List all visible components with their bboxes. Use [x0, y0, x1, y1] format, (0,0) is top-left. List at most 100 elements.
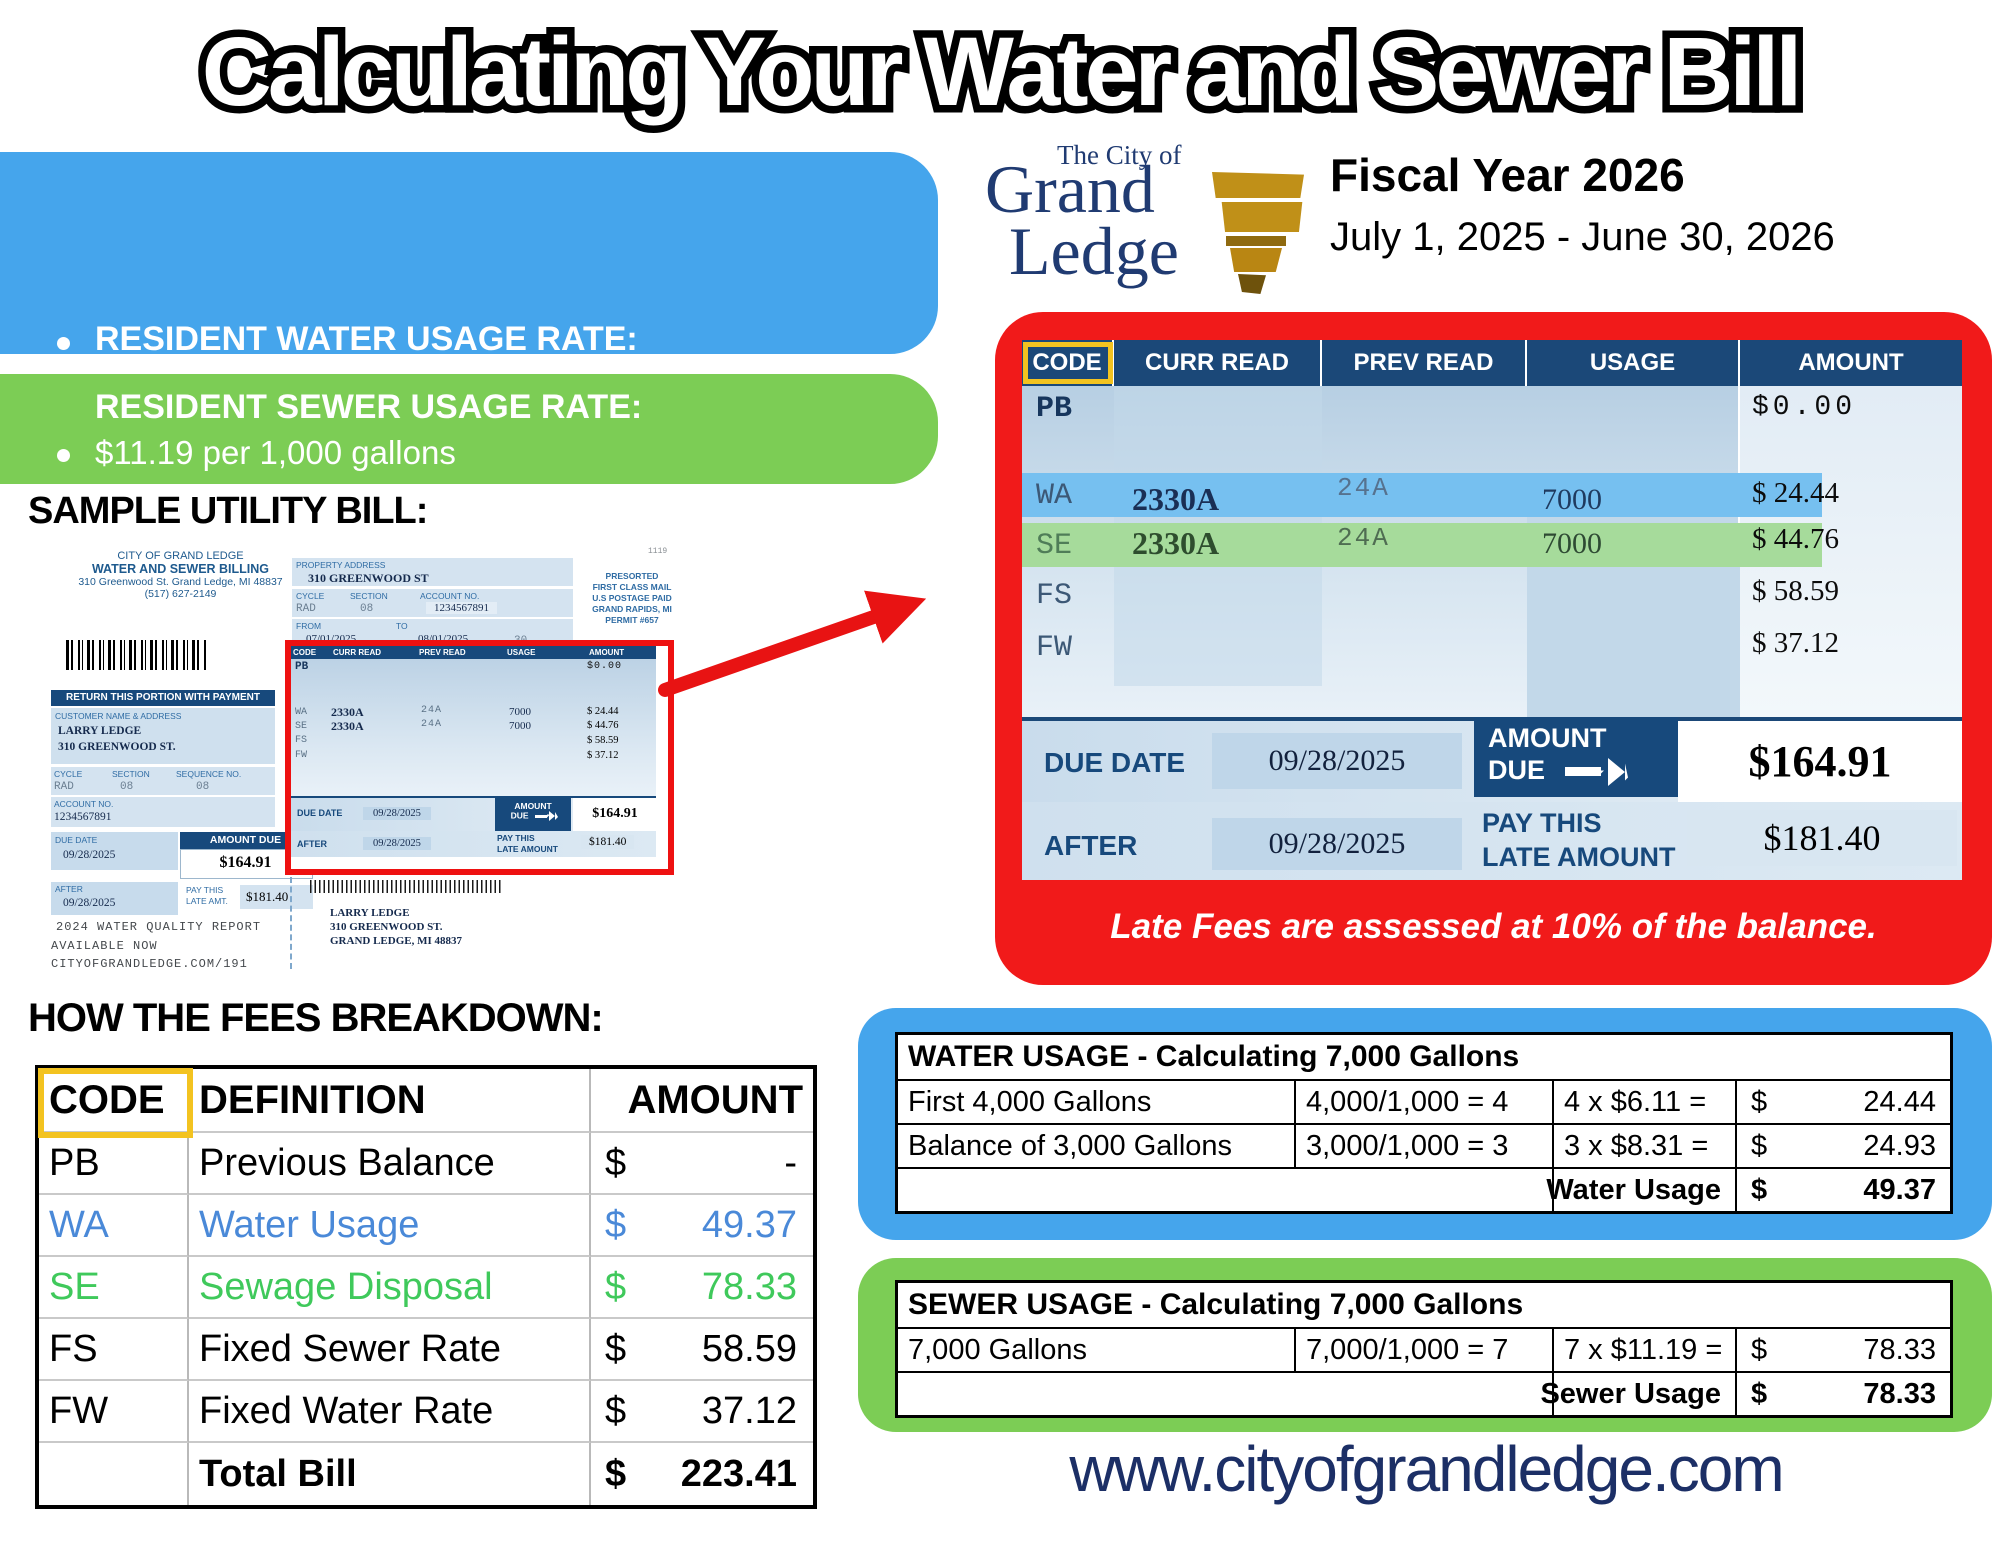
currency-symbol: $	[605, 1452, 627, 1495]
sewer-total-label: Sewer Usage	[1540, 1371, 1737, 1415]
arrow-right-icon	[534, 814, 547, 818]
fees-se-definition: Sewage Disposal	[189, 1257, 591, 1319]
mini-se-code: SE	[295, 721, 308, 732]
bill-cycle-band	[51, 767, 275, 795]
presorted-line: FIRST CLASS MAIL	[592, 582, 672, 592]
sewer-rate-panel: RESIDENT SEWER USAGE RATE: $11.19 per 1,…	[0, 374, 938, 792]
bill-org-address: 310 Greenwood St. Grand Ledge, MI 48837	[78, 576, 283, 588]
sewer-row1-amount: $78.33	[1737, 1327, 1950, 1371]
sewer-row1-multiply: 7 x $11.19 =	[1554, 1327, 1737, 1371]
fees-fw-definition: Fixed Water Rate	[189, 1381, 591, 1443]
fees-fw-code: FW	[39, 1381, 189, 1443]
bill-late-box	[240, 885, 313, 909]
bill-sequence-label: SEQUENCE NO.	[176, 769, 242, 779]
mini-wa-prev: 24A	[421, 705, 443, 716]
fees-wa-definition: Water Usage	[189, 1195, 591, 1257]
bill-late-amount: $181.40	[246, 889, 289, 904]
bullet-icon	[57, 449, 70, 462]
water-row2-amount: $24.93	[1737, 1123, 1950, 1167]
bill-notice-2: AVAILABLE NOW	[51, 939, 158, 953]
bill-account-value: 1234567891	[54, 811, 112, 823]
zoom-row-wa: WA 2330A 24A 7000 $ 24.44	[1022, 473, 1962, 517]
amount-value: 78.33	[1863, 1377, 1936, 1410]
zoom-wa-curr: 2330A	[1132, 481, 1220, 517]
mini-wa-curr: 2330A	[331, 705, 364, 719]
bill-customer-addr: 310 GREENWOOD ST.	[58, 741, 176, 753]
water-calc-title: WATER USAGE - Calculating 7,000 Gallons	[908, 1040, 1520, 1073]
zoom-row-fs: FS $ 58.59	[1022, 571, 1962, 615]
fiscal-year-title: Fiscal Year 2026	[1330, 149, 1685, 201]
sample-bill-heading: SAMPLE UTILITY BILL:	[28, 490, 428, 532]
water-row1-amount: $24.44	[1737, 1079, 1950, 1123]
zoom-row-se: SE 2330A 24A 7000 $ 44.76	[1022, 523, 1962, 567]
fees-table: CODE DEFINITION AMOUNT PB Previous Balan…	[35, 1065, 817, 1509]
bill-mail-barcode	[310, 880, 502, 893]
zoom-after-row: AFTER 09/28/2025 PAY THIS LATE AMOUNT $1…	[1022, 802, 1962, 880]
mini-header-amount: AMOUNT	[589, 648, 625, 657]
bill-section2-value: 08	[360, 603, 374, 615]
mini-due-row: DUE DATE 09/28/2025 AMOUNT DUE $164.91	[291, 798, 656, 831]
mini-due-divider	[291, 796, 656, 798]
zoom-amountdue-value: $164.91	[1678, 721, 1962, 802]
fees-se-amount: $78.33	[591, 1257, 813, 1319]
arrow-right-icon	[1608, 757, 1626, 786]
amountdue-line1: AMOUNT	[1488, 723, 1607, 753]
zoom-se-usage: 7000	[1542, 527, 1602, 560]
amount-value: 49.37	[701, 1203, 797, 1246]
fees-se-code: SE	[39, 1257, 189, 1319]
zoom-late-label-1: PAY THIS	[1482, 808, 1602, 838]
fees-pb-amount: $ -	[591, 1133, 813, 1195]
water-total-label: Water Usage	[1546, 1167, 1737, 1211]
zoom-after-label: AFTER	[1044, 830, 1138, 861]
amount-value: 37.12	[701, 1389, 797, 1432]
zoom-se-code: SE	[1036, 529, 1073, 563]
bill-section-label: SECTION	[112, 769, 150, 779]
fees-total-label: Total Bill	[189, 1443, 591, 1505]
zoom-late-label-2: LATE AMOUNT	[1482, 842, 1676, 872]
bill-after-date: 09/28/2025	[63, 897, 116, 909]
bill-customer-name: LARRY LEDGE	[58, 725, 142, 737]
logo-the-city-of: The City of	[1057, 140, 1182, 170]
bill-cycle2-label: CYCLE	[296, 591, 325, 601]
currency-symbol: $	[605, 1203, 627, 1246]
amount-value: 49.37	[1863, 1173, 1936, 1206]
water-calc-panel: WATER USAGE - Calculating 7,000 Gallons …	[858, 1008, 1992, 1240]
logo-grand: Grand	[985, 151, 1155, 227]
mini-fw-code: FW	[295, 750, 308, 761]
zoom-header-curr: CURR READ	[1114, 340, 1322, 386]
bill-cycle-label: CYCLE	[54, 769, 83, 779]
fees-pb-code: PB	[39, 1133, 189, 1195]
bill-cycle2-value: RAD	[296, 603, 316, 615]
mini-after-date: 09/28/2025	[363, 837, 431, 850]
zoom-connector-arrow	[658, 590, 927, 697]
mini-se-prev: 24A	[421, 719, 443, 730]
fees-fs-definition: Fixed Sewer Rate	[189, 1319, 591, 1381]
mini-after-label: AFTER	[297, 839, 327, 849]
zoom-wa-prev: 24A	[1337, 473, 1390, 503]
bill-cycle-value: RAD	[54, 781, 74, 793]
zoom-row-pb: PB $0.00	[1022, 388, 1962, 436]
mini-header-usage: USAGE	[507, 648, 536, 657]
mini-amountdue-white-box	[573, 798, 656, 831]
mini-header-curr: CURR READ	[333, 648, 381, 657]
bill-duedate-box	[51, 832, 178, 870]
fees-fw-amount: $37.12	[591, 1381, 813, 1443]
fees-wa-amount: $49.37	[591, 1195, 813, 1257]
zoom-fw-code: FW	[1036, 631, 1073, 665]
bill-mail-name: LARRY LEDGE	[330, 907, 410, 919]
presorted-line: GRAND RAPIDS, MI	[592, 604, 672, 614]
bill-sequence-value: 08	[196, 781, 210, 793]
zoom-amountdue-box: AMOUNT DUE	[1474, 717, 1678, 797]
zoom-header-amount: AMOUNT	[1798, 349, 1904, 376]
amount-value: 78.33	[1863, 1333, 1936, 1366]
zoom-pb-amount: $0.00	[1752, 392, 1857, 423]
bill-barcode	[66, 640, 208, 670]
bill-late-label-2: LATE AMT.	[186, 896, 228, 906]
sewer-rate-heading: RESIDENT SEWER USAGE RATE:	[95, 388, 643, 426]
zoom-due-row: DUE DATE 09/28/2025 AMOUNT DUE $164.91	[1022, 717, 1962, 802]
zoom-fw-amount: $ 37.12	[1752, 627, 1839, 659]
mini-amountdue-line2: DUE	[510, 810, 529, 821]
presorted-line: PRESORTED	[605, 571, 659, 581]
bill-corner-number: 1119	[648, 547, 668, 556]
